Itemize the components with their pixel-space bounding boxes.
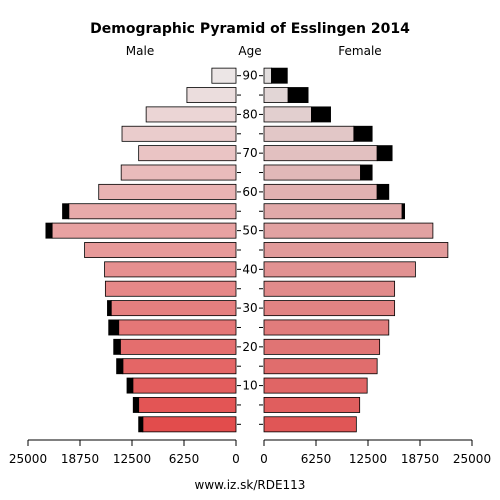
age-tick-label: 90 <box>242 69 257 83</box>
male-foreign-bar-0-4 <box>138 416 144 433</box>
female-bar-35-39 <box>263 280 396 297</box>
female-foreign-bar-85-89 <box>287 87 309 104</box>
male-foreign-bar-30-34 <box>107 300 112 317</box>
male-bar-5-9 <box>138 396 237 413</box>
age-label: Age <box>238 44 261 58</box>
age-tick-label: 70 <box>242 146 257 160</box>
female-bar-90+ <box>263 67 272 84</box>
female-foreign-bar-55-59 <box>401 203 406 220</box>
female-x-tick-label: 25000 <box>453 452 491 466</box>
female-x-tick-label: 18750 <box>401 452 439 466</box>
female-x-tick-label: 12500 <box>349 452 387 466</box>
female-label: Female <box>338 44 381 58</box>
female-bar-75-79 <box>263 125 355 142</box>
axes-group: 25000 18750 12500 6250 0 0 6250 12500 18750 25000… <box>9 69 491 466</box>
male-bar-25-29 <box>118 319 237 336</box>
male-x-tick-label: 18750 <box>61 452 99 466</box>
male-bar-30-34 <box>110 300 237 317</box>
male-foreign-bar-15-19 <box>116 358 124 375</box>
bars-group <box>45 67 449 433</box>
age-tick-label: 10 <box>242 379 257 393</box>
male-label: Male <box>126 44 154 58</box>
male-bar-50-54 <box>51 222 237 239</box>
female-bar-55-59 <box>263 203 403 220</box>
male-x-tick-label: 0 <box>232 452 240 466</box>
male-bar-40-44 <box>104 261 237 278</box>
female-bar-30-34 <box>263 300 396 317</box>
female-bar-20-24 <box>263 338 381 355</box>
male-foreign-bar-50-54 <box>45 222 53 239</box>
chart-title: Demographic Pyramid of Esslingen 2014 <box>90 21 410 37</box>
male-foreign-bar-10-14 <box>126 377 134 394</box>
male-x-tick-label: 12500 <box>113 452 151 466</box>
male-foreign-bar-20-24 <box>113 338 121 355</box>
female-bar-10-14 <box>263 377 368 394</box>
age-tick-label: 80 <box>242 107 257 121</box>
age-tick-label: 30 <box>242 301 257 315</box>
male-bar-80-84 <box>145 106 237 123</box>
male-bar-15-19 <box>122 358 237 375</box>
male-bar-75-79 <box>121 125 237 142</box>
female-bar-65-69 <box>263 164 361 181</box>
female-bar-25-29 <box>263 319 390 336</box>
female-bar-5-9 <box>263 396 361 413</box>
female-bar-70-74 <box>263 145 378 162</box>
age-tick-label: 20 <box>242 340 257 354</box>
female-foreign-bar-70-74 <box>376 145 393 162</box>
female-bar-45-49 <box>263 242 449 258</box>
male-foreign-bar-55-59 <box>62 203 70 220</box>
female-bar-15-19 <box>263 358 378 375</box>
female-bar-50-54 <box>263 222 434 239</box>
female-foreign-bar-80-84 <box>311 106 331 123</box>
female-bar-0-4 <box>263 416 357 433</box>
female-foreign-bar-60-64 <box>376 183 390 200</box>
male-bar-70-74 <box>138 145 237 162</box>
female-bar-80-84 <box>263 106 312 123</box>
male-bar-60-64 <box>98 183 237 200</box>
female-x-tick-label: 0 <box>260 452 268 466</box>
male-bar-20-24 <box>119 338 237 355</box>
male-foreign-bar-5-9 <box>132 396 140 413</box>
male-x-tick-label: 25000 <box>9 452 47 466</box>
female-x-tick-label: 6250 <box>301 452 332 466</box>
age-tick-label: 40 <box>242 262 257 276</box>
male-bar-0-4 <box>142 416 237 433</box>
female-bar-85-89 <box>263 87 289 104</box>
male-bar-35-39 <box>104 280 237 297</box>
male-bar-10-14 <box>132 377 237 394</box>
age-tick-label: 60 <box>242 185 257 199</box>
male-bar-85-89 <box>186 87 237 104</box>
female-foreign-bar-75-79 <box>353 125 373 142</box>
female-bar-40-44 <box>263 261 416 278</box>
male-bar-55-59 <box>68 203 237 220</box>
male-bar-65-69 <box>120 164 237 181</box>
male-bar-90+ <box>211 67 237 84</box>
male-x-tick-label: 6250 <box>169 452 200 466</box>
age-tick-label: 50 <box>242 224 257 238</box>
male-bar-45-49 <box>84 242 237 258</box>
male-foreign-bar-25-29 <box>108 319 120 336</box>
source-label: www.iz.sk/RDE113 <box>195 478 306 492</box>
female-foreign-bar-65-69 <box>360 164 373 181</box>
female-foreign-bar-90+ <box>271 67 288 84</box>
female-bar-60-64 <box>263 183 378 200</box>
